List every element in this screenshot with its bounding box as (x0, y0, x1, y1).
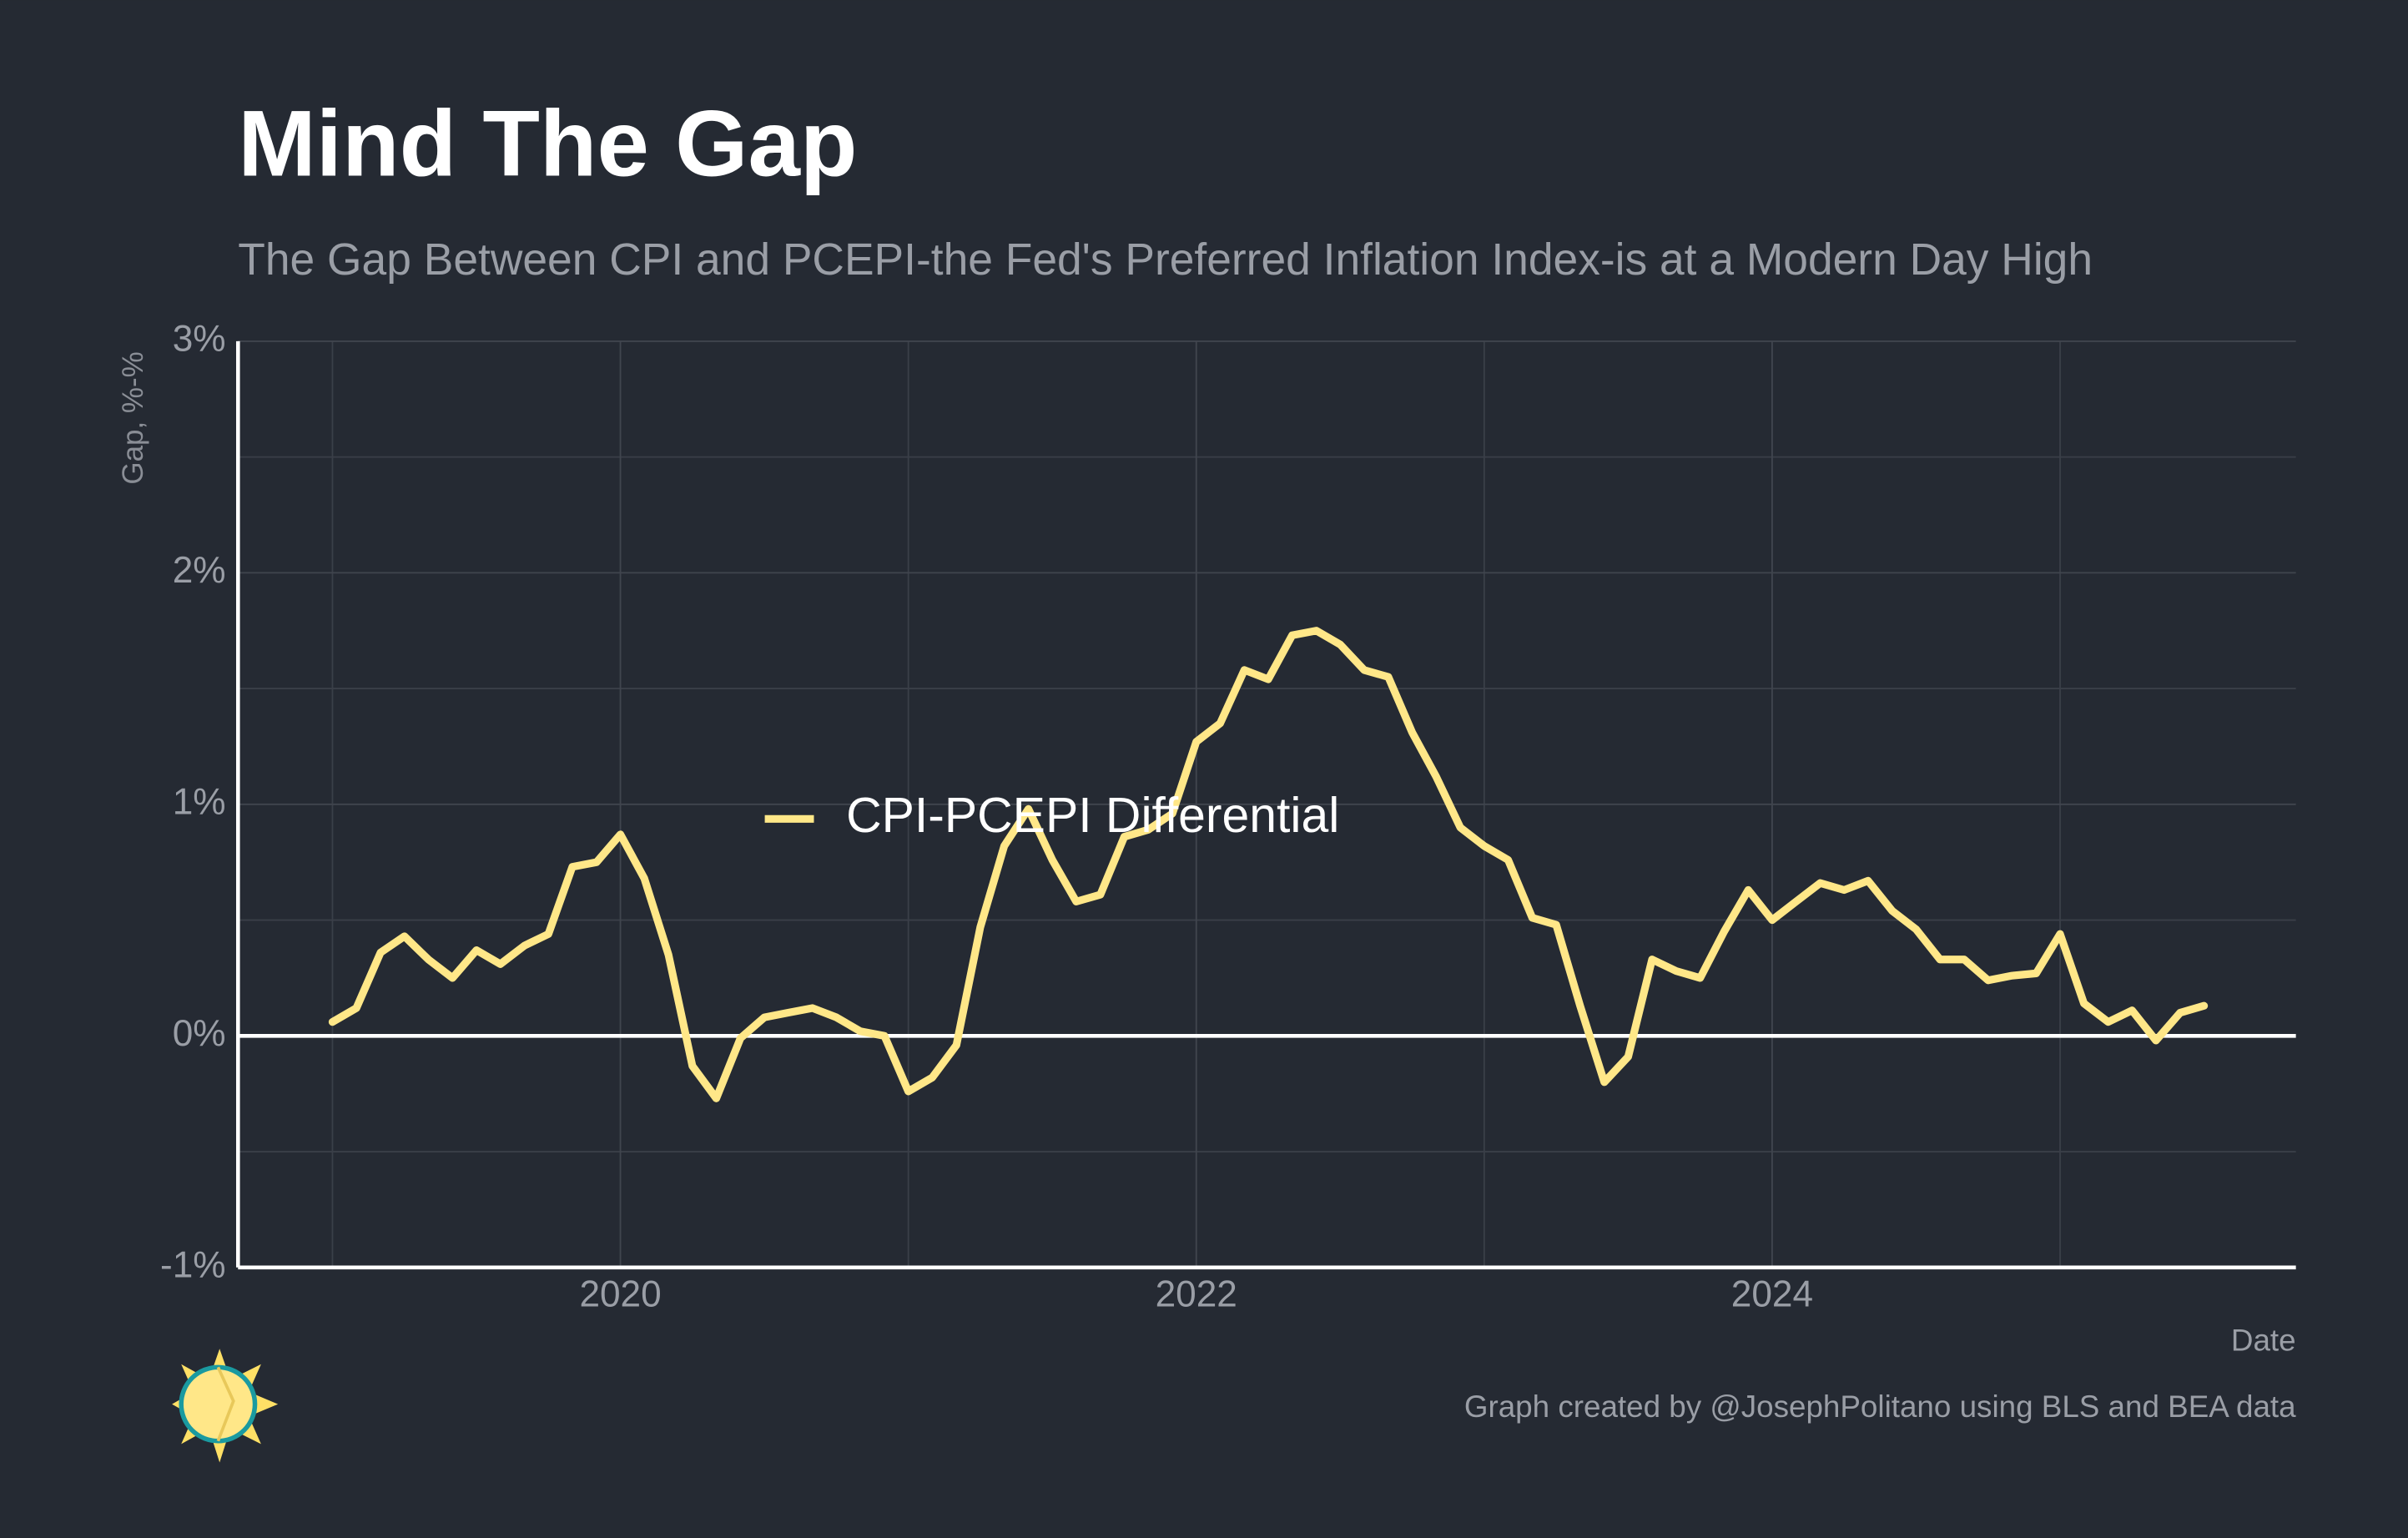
chart-subtitle: The Gap Between CPI and PCEPI-the Fed's … (238, 235, 2093, 285)
data-line (328, 627, 2209, 1102)
credit: Graph created by @JosephPolitano using B… (1464, 1389, 2296, 1424)
chart-title: Mind The Gap (238, 90, 857, 195)
x-tick-label: 2022 (1156, 1273, 1237, 1314)
y-tick-label: 1% (173, 782, 226, 823)
y-tick-label: 0% (173, 1013, 226, 1054)
y-axis-label: Gap, %-% (117, 351, 149, 484)
legend-label: CPI-PCEPI Differential (846, 789, 1339, 843)
y-tick-label: 3% (173, 319, 226, 360)
logo (172, 1349, 279, 1463)
y-tick-label: -1% (160, 1244, 226, 1285)
x-axis-label: Date (2231, 1324, 2296, 1358)
x-tick-label: 2024 (1731, 1273, 1813, 1314)
y-tick-label: 2% (173, 550, 226, 591)
x-tick-label: 2020 (579, 1273, 661, 1314)
